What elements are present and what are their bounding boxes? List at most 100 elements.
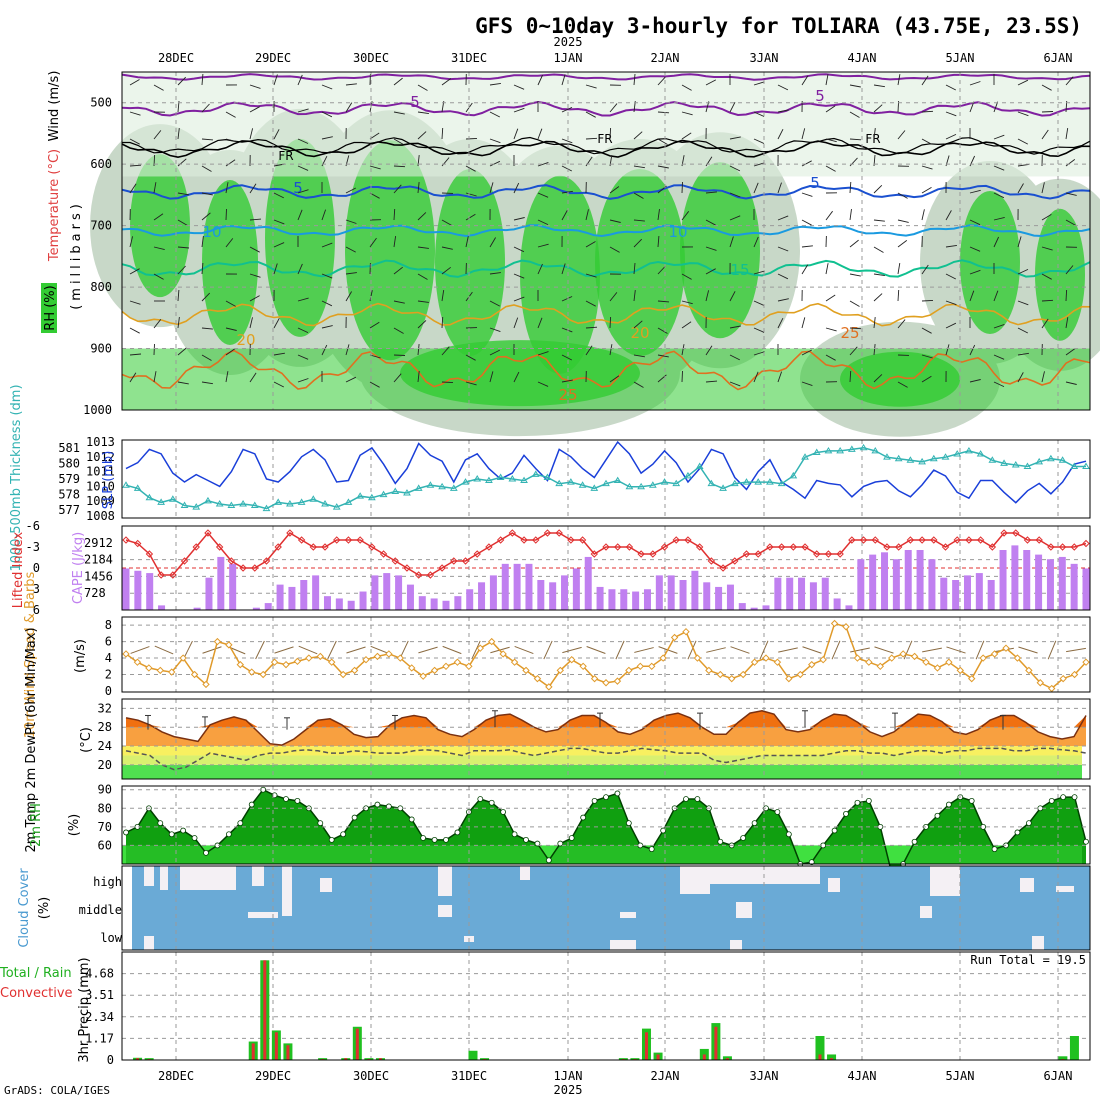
wind-barb [825, 263, 829, 275]
wind-barb [417, 131, 427, 140]
wind10-barb [975, 640, 985, 660]
cloud-block [930, 866, 960, 896]
wind-barb [513, 273, 525, 279]
wind-speed-point [636, 662, 644, 671]
thickness-point [871, 446, 880, 454]
wind-barb [609, 316, 612, 329]
wind-barb [177, 381, 189, 385]
precip-unit: 3hr Precip (mm) [77, 957, 92, 1062]
rh-shade-lowlevel [122, 348, 1090, 410]
wind-barb [513, 371, 520, 383]
cape-bar [158, 605, 166, 610]
rh-point [328, 836, 335, 843]
wind-speed-point [682, 627, 690, 636]
thickness-point [508, 475, 517, 482]
wind-barb [249, 273, 261, 278]
wind-barb [513, 84, 525, 90]
cape-bar [513, 563, 521, 610]
top-date-axis: 28DEC 29DEC 30DEC 31DEC 1JAN 2JAN 3JAN 4JAN 5JAN… [158, 51, 1073, 65]
wind-barb [249, 317, 253, 329]
rh-point [774, 809, 781, 815]
tick-label: 1011 [86, 465, 115, 479]
wind-barb [153, 319, 162, 329]
precip-conv-bar [355, 1028, 359, 1060]
cape-bar [371, 575, 379, 610]
wind-barb [225, 300, 236, 307]
wind-speed-point [476, 644, 484, 652]
cape-bar [726, 584, 734, 610]
wind-barb [609, 127, 612, 140]
rh2m-label: 2m RH [29, 803, 44, 847]
wind-barb [1041, 84, 1052, 91]
lifted-index-point [613, 543, 622, 551]
cape-bar [561, 575, 569, 610]
wind-barb [1017, 138, 1029, 145]
wind-speed-point [133, 658, 142, 666]
wind-speed-point [728, 674, 736, 683]
wind-barb [801, 75, 809, 86]
cloud-level-high: high [93, 875, 122, 889]
cape-bar [1046, 559, 1054, 610]
wind-barb [993, 381, 1005, 388]
wind-barb [633, 192, 644, 199]
wind-barb [465, 381, 477, 386]
rh-point [180, 827, 187, 834]
rh-point [1025, 820, 1032, 827]
wind-barb [1041, 111, 1054, 113]
wind-barb [1065, 192, 1077, 196]
thickness-point [578, 481, 587, 488]
wind-barb [489, 111, 501, 118]
wind-barb [897, 381, 908, 388]
bottom-date-31dec: 31DEC [451, 1069, 487, 1083]
rh-point [203, 849, 209, 856]
bottom-date-4jan: 4JAN [848, 1069, 877, 1083]
cloud-block [438, 905, 452, 917]
millibars-label: (millibars) [69, 200, 84, 310]
wind-barb [705, 380, 718, 383]
wind-speed-point [236, 660, 244, 669]
cape-bar [418, 596, 426, 610]
wind-barb [993, 290, 999, 302]
wind-barb [1065, 159, 1076, 167]
lifted-index-point [953, 536, 961, 544]
cape-bar [679, 580, 687, 610]
wind-speed-point [122, 650, 130, 658]
wind-barb [633, 238, 643, 248]
wind-barb [801, 264, 809, 275]
wind-barb [1041, 129, 1049, 140]
wind-barb [489, 272, 501, 275]
precip-total-bar [468, 1050, 478, 1060]
cloud-block [620, 912, 636, 918]
cape-bar [774, 577, 782, 610]
tick-label: 1008 [86, 509, 115, 523]
wind10-barb [615, 640, 625, 660]
thickness-point [836, 446, 845, 454]
wind-barb [1017, 300, 1029, 306]
thickness-point [684, 471, 692, 479]
wind-speed-point [853, 654, 862, 662]
rh-point [534, 840, 541, 847]
wind-barb [921, 209, 925, 221]
wind-barb [921, 75, 929, 86]
wind-speed-point [465, 662, 473, 671]
wind-barb [921, 375, 932, 383]
wind-barb [345, 272, 357, 275]
wind-barb [633, 131, 643, 140]
temp-area-light [126, 710, 1086, 747]
wind-barb [273, 129, 280, 140]
wind-barb [369, 290, 373, 302]
cape-bar [406, 584, 414, 610]
thickness-point [192, 503, 201, 510]
wind-barb [345, 102, 353, 113]
cloud-label: Cloud Cover [17, 868, 32, 948]
tick-label: -3 [26, 540, 40, 554]
wind-speed-point [762, 654, 770, 662]
temp-band-yellow [122, 746, 1082, 756]
top-date-28dec: 28DEC [158, 51, 194, 65]
wind-barb [393, 208, 396, 221]
wind-barb [537, 381, 549, 387]
precip-conv-bar [263, 960, 267, 1060]
cape-bar [940, 577, 948, 610]
